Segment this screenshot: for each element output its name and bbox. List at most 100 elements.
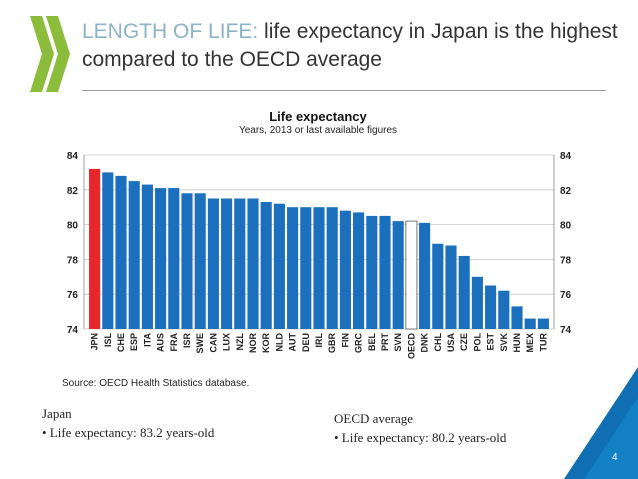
chart-source: Source: OECD Health Statistics database. bbox=[62, 378, 250, 389]
plot-area: 74 74 76 76 78 78 80 80 82 82 84 84 JPN ISL CHE ESP ITA A… bbox=[67, 151, 572, 359]
bar bbox=[141, 184, 153, 329]
x-tick-label: ITA bbox=[142, 333, 152, 347]
chart-subtitle: Years, 2013 or last available figures bbox=[239, 125, 397, 136]
x-tick-label: LUX bbox=[222, 333, 232, 351]
bar bbox=[221, 198, 233, 329]
x-tick-label: NOR bbox=[248, 333, 258, 354]
japan-note-heading: Japan bbox=[42, 406, 72, 421]
x-tick-label: CHE bbox=[116, 333, 126, 352]
bar bbox=[115, 175, 127, 329]
x-tick-label: MEX bbox=[525, 333, 535, 353]
title-divider bbox=[82, 90, 606, 91]
bar bbox=[524, 318, 536, 329]
bar bbox=[207, 198, 219, 329]
bar bbox=[194, 193, 206, 329]
bar bbox=[458, 255, 470, 329]
x-tick-label: BEL bbox=[367, 332, 377, 351]
x-tick-label: FRA bbox=[169, 333, 179, 352]
bar bbox=[498, 290, 510, 329]
x-tick-label: GBR bbox=[327, 333, 337, 354]
x-tick-label: TUR bbox=[538, 333, 548, 352]
x-tick-label: ISR bbox=[182, 333, 192, 349]
y-tick-label-right: 80 bbox=[560, 221, 572, 232]
x-tick-label: DEU bbox=[301, 333, 311, 352]
x-tick-label: POL bbox=[472, 333, 482, 352]
x-tick-label: SVK bbox=[499, 333, 509, 352]
slide-title-prefix: LENGTH OF LIFE: bbox=[82, 20, 259, 43]
bar bbox=[537, 318, 549, 329]
x-tick-label: EST bbox=[486, 333, 496, 351]
x-tick-label: DNK bbox=[420, 333, 430, 353]
x-tick-label: HUN bbox=[512, 333, 522, 353]
x-tick-label: IRL bbox=[314, 333, 324, 348]
x-tick-label: CAN bbox=[208, 333, 218, 353]
y-tick-label-left: 82 bbox=[67, 186, 79, 197]
bar bbox=[128, 181, 140, 329]
bar bbox=[181, 193, 193, 329]
bar bbox=[379, 215, 391, 329]
y-tick-label-right: 76 bbox=[560, 290, 572, 301]
x-tick-label: OECD bbox=[406, 333, 416, 360]
y-tick-label-left: 74 bbox=[67, 325, 79, 336]
bar bbox=[260, 201, 272, 329]
y-tick-label-left: 84 bbox=[67, 151, 79, 162]
y-tick-label-right: 84 bbox=[560, 151, 572, 162]
bar bbox=[326, 207, 338, 329]
oecd-note: OECD average • Life expectancy: 80.2 yea… bbox=[334, 409, 506, 447]
x-tick-label: NZL bbox=[235, 333, 245, 351]
bar bbox=[366, 215, 378, 329]
bar bbox=[353, 212, 365, 329]
x-tick-label: KOR bbox=[261, 333, 271, 354]
bar bbox=[300, 207, 312, 329]
x-tick-label: ESP bbox=[129, 333, 139, 351]
slide-title-text: life expectancy in Japan is the highest … bbox=[82, 20, 618, 71]
x-tick-label: NLD bbox=[274, 333, 284, 352]
slide-title: LENGTH OF LIFE: life expectancy in Japan… bbox=[82, 18, 622, 74]
y-tick-label-right: 78 bbox=[560, 255, 572, 266]
x-tick-label: CZE bbox=[459, 333, 469, 351]
corner-decoration bbox=[564, 367, 638, 479]
oecd-chevron-logo bbox=[30, 16, 70, 92]
y-tick-label-left: 80 bbox=[67, 221, 79, 232]
bar bbox=[471, 276, 483, 329]
oecd-note-heading: OECD average bbox=[334, 411, 414, 426]
bar bbox=[168, 188, 180, 329]
x-tick-label: SWE bbox=[195, 333, 205, 354]
bar bbox=[287, 207, 299, 329]
bar bbox=[445, 245, 457, 329]
y-tick-label-left: 78 bbox=[67, 255, 79, 266]
x-tick-label: ISL bbox=[103, 333, 113, 348]
life-expectancy-chart: Life expectancy Years, 2013 or last avai… bbox=[67, 109, 572, 359]
japan-note: Japan • Life expectancy: 83.2 years-old bbox=[42, 404, 214, 442]
bar bbox=[511, 306, 523, 329]
x-tick-label: PRT bbox=[380, 332, 390, 351]
x-tick-label: FIN bbox=[340, 333, 350, 348]
oecd-note-bullet: • Life expectancy: 80.2 years-old bbox=[334, 430, 507, 445]
bar bbox=[485, 285, 497, 329]
x-tick-label: GRC bbox=[354, 333, 364, 354]
bar bbox=[155, 188, 167, 329]
x-tick-label: SVN bbox=[393, 333, 403, 352]
y-tick-label-right: 82 bbox=[560, 186, 572, 197]
x-tick-label: USA bbox=[446, 333, 456, 353]
bar bbox=[273, 203, 285, 329]
bar bbox=[392, 221, 404, 329]
bar bbox=[419, 222, 431, 329]
x-tick-label: AUS bbox=[156, 333, 166, 352]
bar bbox=[247, 198, 259, 329]
bar bbox=[313, 207, 325, 329]
x-tick-label: CHL bbox=[433, 333, 443, 352]
bar bbox=[432, 243, 444, 329]
bar bbox=[234, 198, 246, 329]
bar bbox=[405, 220, 418, 330]
bar bbox=[339, 210, 351, 329]
y-tick-label-right: 74 bbox=[560, 325, 572, 336]
page-number: 4 bbox=[612, 452, 618, 463]
y-tick-label-left: 76 bbox=[67, 290, 79, 301]
bar bbox=[102, 172, 114, 329]
japan-note-bullet: • Life expectancy: 83.2 years-old bbox=[42, 425, 215, 440]
x-tick-label: AUT bbox=[288, 333, 298, 352]
bar bbox=[89, 168, 101, 329]
chart-title: Life expectancy bbox=[269, 109, 367, 124]
x-tick-label: JPN bbox=[90, 333, 100, 351]
